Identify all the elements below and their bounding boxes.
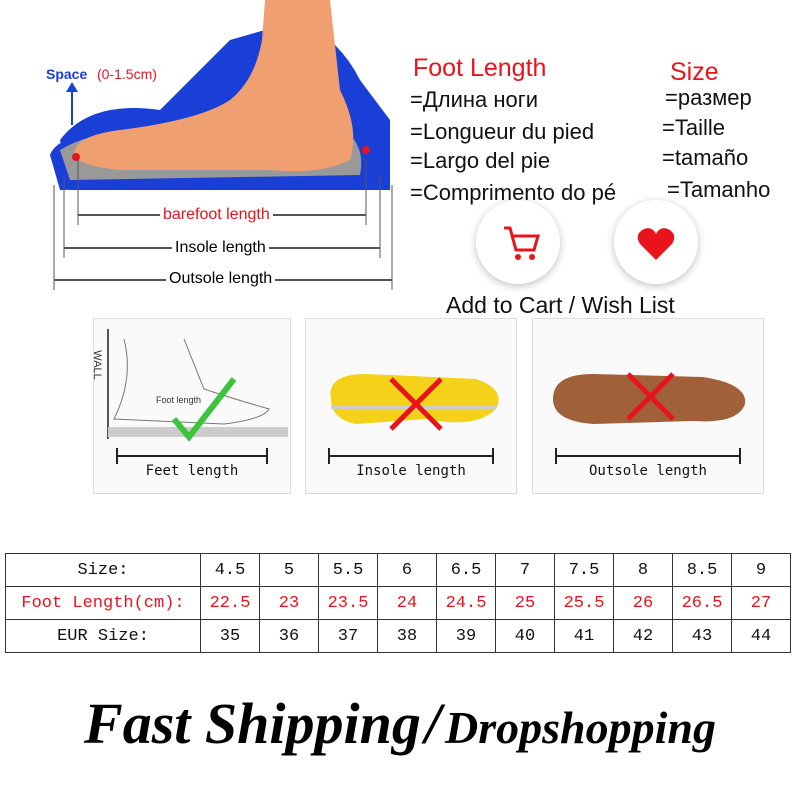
add-to-cart-button[interactable] <box>476 200 560 284</box>
foot-diagram: Space (0-1.5cm) barefoot length Insole l… <box>0 0 400 300</box>
cell: 26 <box>613 586 673 620</box>
cell: 44 <box>731 619 791 653</box>
row-label: Foot Length(cm): <box>5 586 201 620</box>
outsole-length-label: Outsole length <box>166 270 276 288</box>
feet-length-caption: Feet length <box>145 463 239 479</box>
table-row-foot-length: Foot Length(cm): 22.5 23 23.5 24 24.5 25… <box>5 586 791 620</box>
banner-separator: / <box>424 691 442 756</box>
add-to-cart-caption: Add to Cart / Wish List <box>446 292 675 318</box>
cell: 23.5 <box>318 586 378 620</box>
cell: 25.5 <box>554 586 614 620</box>
cell: 5.5 <box>318 553 378 587</box>
size-es: =tamaño <box>662 145 749 170</box>
cell: 41 <box>554 619 614 653</box>
row-label: Size: <box>5 553 201 587</box>
cell: 7.5 <box>554 553 614 587</box>
cell: 4.5 <box>200 553 260 587</box>
size-fr: =Taille <box>662 115 725 140</box>
foot-length-ru: =Длина ноги <box>410 87 539 112</box>
cell: 25 <box>495 586 555 620</box>
cell: 8 <box>613 553 673 587</box>
outsole-illustration <box>553 372 746 424</box>
cell: 27 <box>731 586 791 620</box>
cell: 43 <box>672 619 732 653</box>
cell: 42 <box>613 619 673 653</box>
cell: 40 <box>495 619 555 653</box>
outsole-length-caption: Outsole length <box>588 463 707 479</box>
cell: 7 <box>495 553 555 587</box>
table-row-size: Size: 4.5 5 5.5 6 6.5 7 7.5 8 8.5 9 <box>5 553 791 587</box>
cell: 37 <box>318 619 378 653</box>
insole-length-panel: Insole length <box>305 318 517 494</box>
foot-length-ruler-label: Foot length <box>156 395 202 405</box>
cell: 6 <box>377 553 437 587</box>
cell: 8.5 <box>672 553 732 587</box>
feet-length-panel: WALL Foot length Feet length <box>91 318 291 494</box>
banner-fast-shipping: Fast Shipping <box>84 691 421 756</box>
wish-list-button[interactable] <box>614 200 698 284</box>
size-chart-table: Size: 4.5 5 5.5 6 6.5 7 7.5 8 8.5 9 Foot… <box>5 553 791 653</box>
cell: 22.5 <box>200 586 260 620</box>
outsole-length-panel: Outsole length <box>532 318 764 494</box>
insole-illustration <box>330 374 499 431</box>
cell: 26.5 <box>672 586 732 620</box>
cell: 36 <box>259 619 319 653</box>
insole-length-caption: Insole length <box>356 463 466 479</box>
size-ru: =размер <box>665 85 752 110</box>
shipping-banner: Fast Shipping / Dropshopping <box>0 690 800 757</box>
cell: 5 <box>259 553 319 587</box>
cell: 6.5 <box>436 553 496 587</box>
size-pt: =Tamanho <box>667 177 771 202</box>
insole-length-label: Insole length <box>172 239 269 257</box>
foot-length-title: Foot Length <box>413 54 547 82</box>
cell: 24 <box>377 586 437 620</box>
barefoot-length-label: barefoot length <box>160 206 273 224</box>
row-label: EUR Size: <box>5 619 201 653</box>
cell: 24.5 <box>436 586 496 620</box>
cell: 9 <box>731 553 791 587</box>
foot-length-es: =Largo del pie <box>410 148 551 173</box>
cell: 38 <box>377 619 437 653</box>
cell: 39 <box>436 619 496 653</box>
size-title: Size <box>670 58 719 86</box>
heart-icon <box>637 228 675 260</box>
foot-on-ruler-illustration <box>107 329 288 442</box>
cell: 35 <box>200 619 260 653</box>
table-row-eur-size: EUR Size: 35 36 37 38 39 40 41 42 43 44 <box>5 619 791 653</box>
space-range: (0-1.5cm) <box>97 66 157 82</box>
space-label: Space <box>46 66 88 82</box>
cell: 23 <box>259 586 319 620</box>
shopping-cart-icon <box>504 226 540 260</box>
foot-length-fr: =Longueur du pied <box>410 119 595 144</box>
banner-dropshopping: Dropshopping <box>445 702 716 753</box>
